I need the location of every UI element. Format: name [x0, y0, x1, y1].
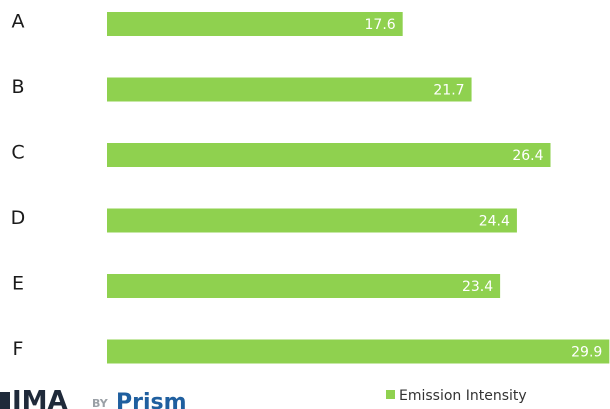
bar-a — [107, 12, 403, 36]
legend-label: Emission Intensity — [399, 388, 527, 404]
category-labels-group: A B C D E F — [11, 11, 26, 361]
bar-b — [107, 77, 472, 102]
value-label-a: 17.6 — [365, 17, 396, 33]
category-label-d: D — [11, 207, 26, 229]
logo-brand-text: Prism — [116, 390, 187, 409]
category-label-c: C — [11, 142, 24, 164]
bar-f — [107, 339, 610, 364]
value-label-b: 21.7 — [433, 83, 464, 99]
logo-mark-bar — [0, 392, 10, 409]
category-label-e: E — [12, 273, 24, 295]
bars-group — [107, 12, 610, 364]
logo: IMA BY Prism — [0, 386, 187, 409]
logo-by-text: BY — [92, 397, 109, 409]
logo-mark-text: IMA — [12, 386, 68, 409]
legend-swatch — [386, 390, 395, 399]
category-label-a: A — [12, 11, 25, 33]
bar-c — [107, 143, 551, 167]
bar-e — [107, 274, 501, 298]
category-label-b: B — [11, 76, 24, 98]
value-label-f: 29.9 — [571, 345, 602, 361]
legend: Emission Intensity — [386, 388, 527, 404]
value-label-d: 24.4 — [479, 214, 510, 230]
category-label-f: F — [13, 338, 24, 360]
value-label-c: 26.4 — [512, 148, 543, 164]
value-labels-group: 17.6 21.7 26.4 24.4 23.4 29.9 — [365, 17, 603, 361]
bar-d — [107, 208, 517, 233]
value-label-e: 23.4 — [462, 279, 493, 295]
